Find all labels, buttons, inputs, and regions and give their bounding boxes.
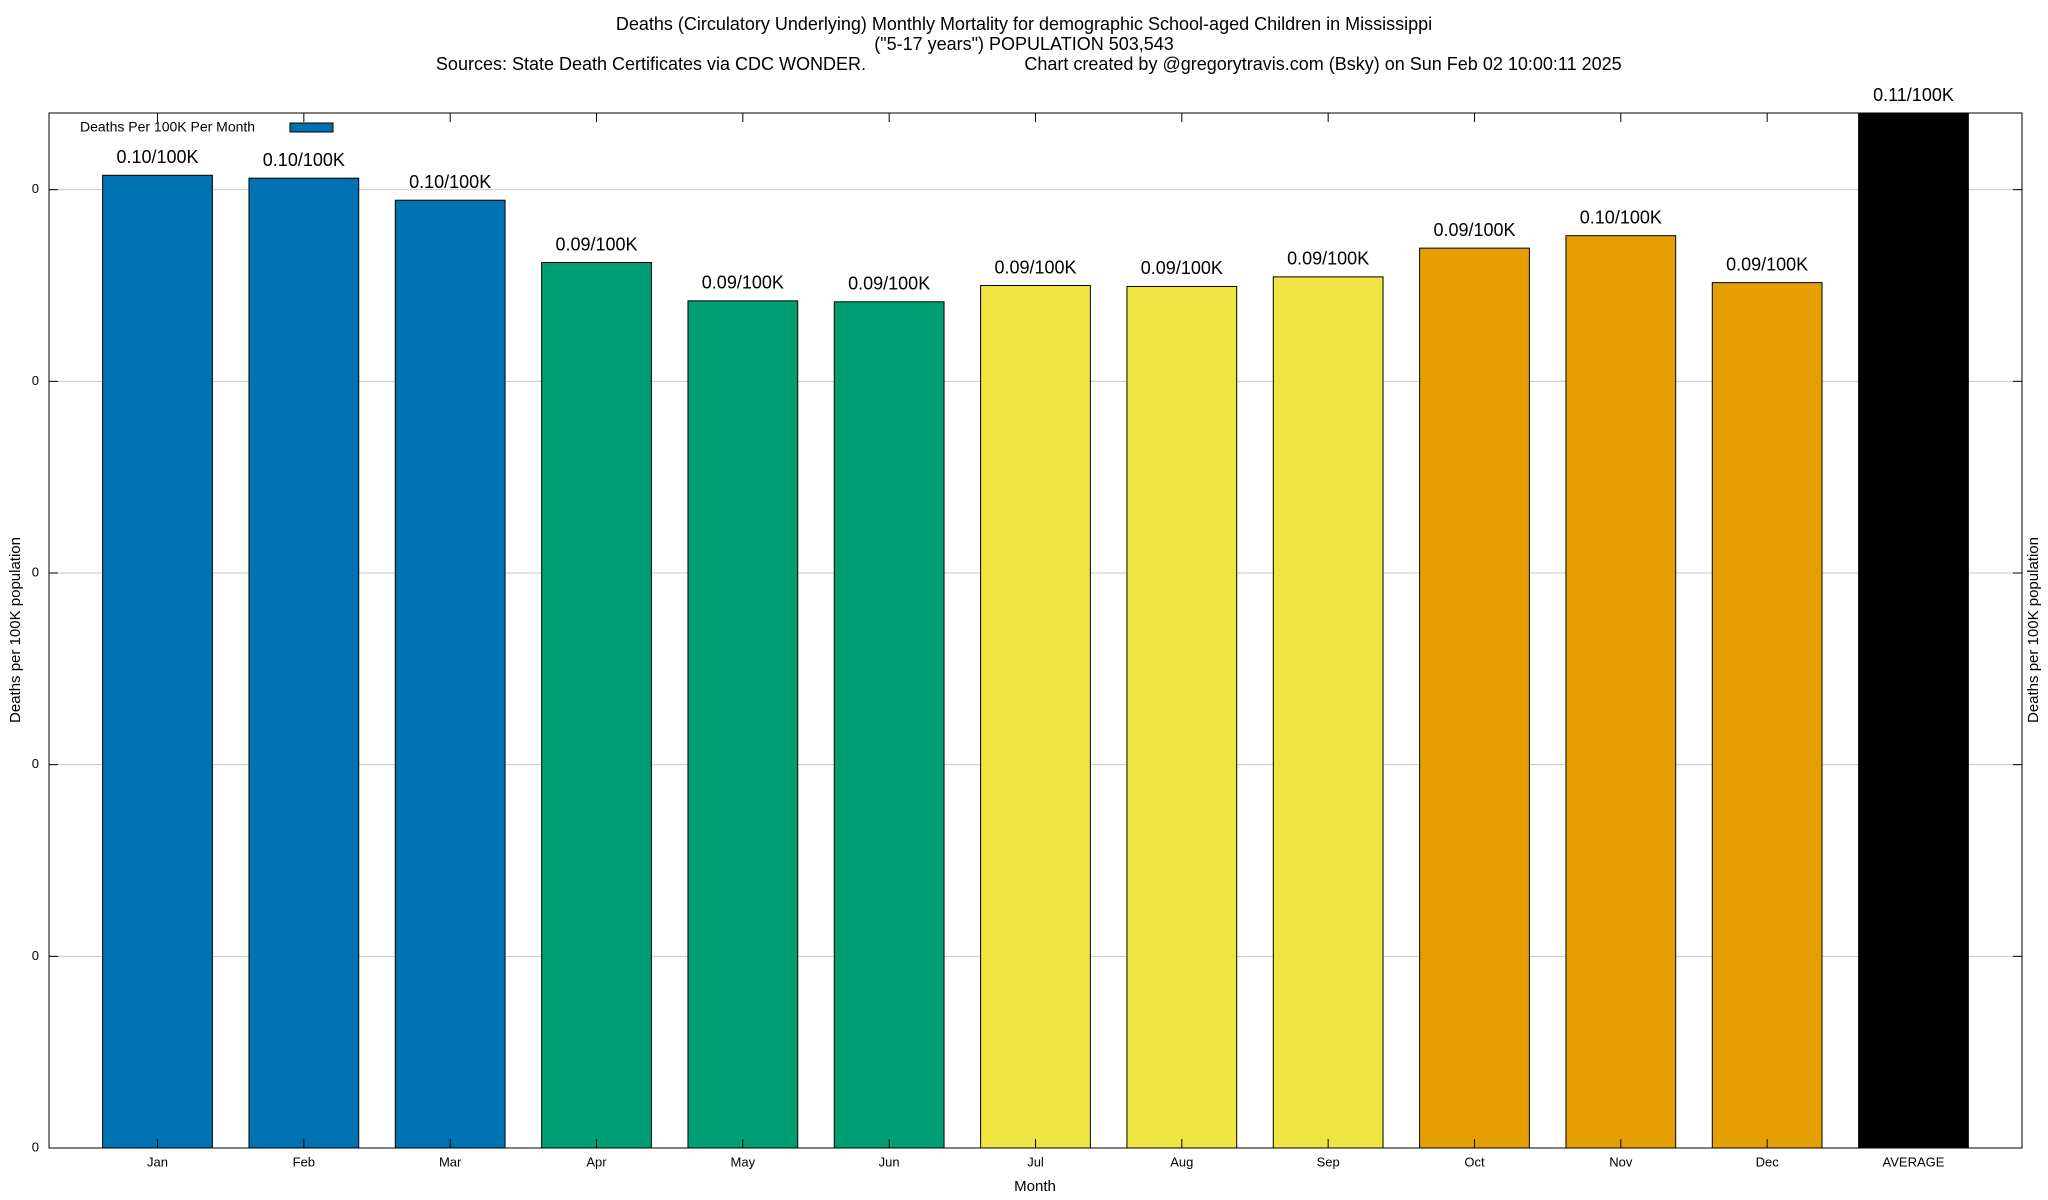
bar	[394, 199, 506, 1148]
value-label: 0.09/100K	[994, 257, 1076, 277]
legend-label: Deaths Per 100K Per Month	[80, 119, 255, 135]
y-tick-label: 0	[32, 948, 39, 963]
bar	[102, 174, 213, 1148]
value-label: 0.09/100K	[702, 273, 784, 293]
bar	[1419, 247, 1530, 1148]
value-label: 0.10/100K	[409, 172, 491, 192]
value-label: 0.11/100K	[1873, 85, 1954, 105]
x-tick-label: Dec	[1756, 1154, 1780, 1169]
bar	[1565, 235, 1677, 1148]
y-tick-label: 0	[32, 1139, 39, 1154]
x-tick-label: Jul	[1027, 1154, 1044, 1169]
chart-title: Deaths (Circulatory Underlying) Monthly …	[616, 14, 1432, 34]
value-label: 0.09/100K	[1287, 249, 1369, 269]
value-label: 0.09/100K	[1141, 258, 1223, 278]
legend-swatch	[289, 122, 334, 133]
value-label: 0.09/100K	[848, 274, 930, 294]
x-tick-label: Jun	[879, 1154, 900, 1169]
x-tick-label: Feb	[293, 1154, 315, 1169]
chart-source: Sources: State Death Certificates via CD…	[436, 54, 866, 74]
x-axis-label: Month	[1014, 1178, 1056, 1195]
x-tick-label: Nov	[1609, 1154, 1633, 1169]
value-label: 0.09/100K	[1433, 220, 1515, 240]
bar	[833, 301, 945, 1148]
bar	[1711, 282, 1823, 1148]
bars	[102, 113, 1969, 1148]
x-tick-label: AVERAGE	[1883, 1154, 1945, 1169]
plot-frame	[48, 112, 2023, 1149]
bar	[980, 285, 1091, 1148]
x-tick-label: Aug	[1170, 1154, 1193, 1169]
value-label: 0.09/100K	[555, 234, 637, 254]
chart-subtitle: ("5-17 years") POPULATION 503,543	[874, 34, 1174, 54]
chart-credit: Chart created by @gregorytravis.com (Bsk…	[1024, 54, 1621, 74]
bar	[541, 262, 652, 1148]
x-tick-label: Mar	[439, 1154, 462, 1169]
value-label: 0.10/100K	[116, 147, 198, 167]
y-axis-label: Deaths per 100K population	[7, 537, 24, 723]
bar	[248, 177, 360, 1148]
x-tick-label: Sep	[1317, 1154, 1340, 1169]
value-label: 0.09/100K	[1726, 254, 1808, 274]
bar	[1126, 285, 1238, 1148]
y-tick-label: 0	[32, 564, 39, 579]
bar	[1272, 276, 1384, 1148]
value-label: 0.10/100K	[263, 150, 345, 170]
x-tick-label: May	[731, 1154, 756, 1169]
x-tick-label: Jan	[147, 1154, 168, 1169]
bar	[687, 300, 799, 1148]
y-tick-label: 0	[32, 373, 39, 388]
y-tick-label: 0	[32, 181, 39, 196]
x-tick-label: Apr	[586, 1154, 607, 1169]
bar	[1858, 113, 1969, 1148]
y2-axis-label: Deaths per 100K population	[2025, 537, 2042, 723]
y-tick-label: 0	[32, 756, 39, 771]
x-tick-label: Oct	[1464, 1154, 1485, 1169]
value-label: 0.10/100K	[1580, 207, 1662, 227]
